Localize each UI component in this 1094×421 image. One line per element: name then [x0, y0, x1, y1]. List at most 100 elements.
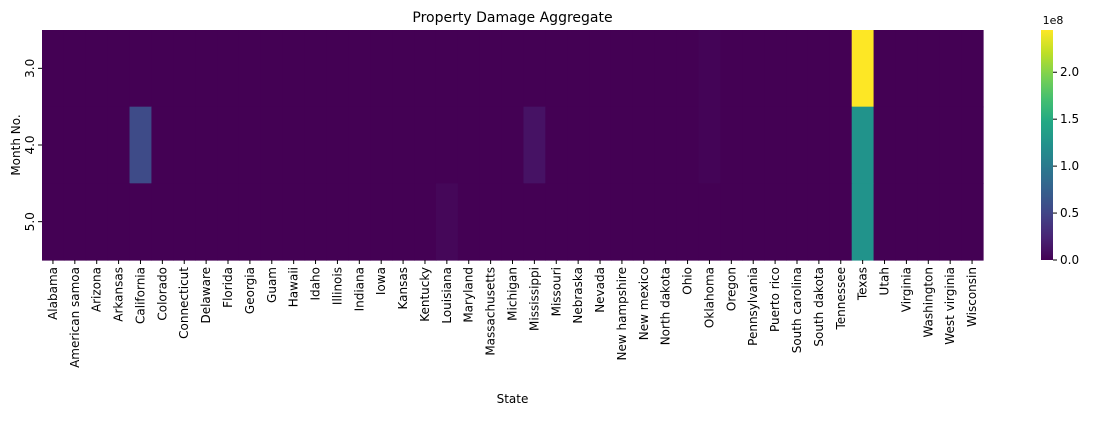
heatmap-cell — [282, 30, 306, 108]
heatmap-cell — [895, 30, 918, 108]
heatmap-cell — [939, 30, 962, 108]
heatmap-cell — [414, 106, 437, 184]
heatmap-cell — [851, 30, 875, 108]
heatmap-cell — [107, 183, 131, 261]
heatmap-cell — [895, 106, 918, 184]
x-tick-label: Pennsylvania — [746, 267, 760, 346]
x-tick-label: Kentucky — [418, 267, 432, 322]
heatmap-cell — [348, 30, 371, 108]
heatmap-cell — [457, 30, 481, 108]
heatmap-cell — [720, 30, 743, 108]
y-tick-label: 3.0 — [23, 59, 37, 78]
heatmap-cell — [63, 183, 87, 261]
heatmap-cell — [173, 106, 196, 184]
heatmap-cell — [151, 183, 174, 261]
heatmap-cell — [545, 30, 568, 108]
heatmap-cell — [457, 183, 481, 261]
heatmap-cell — [829, 30, 853, 108]
x-tick-label: American samoa — [68, 267, 82, 368]
x-tick-label: Iowa — [374, 267, 388, 295]
heatmap-cell — [698, 30, 721, 108]
heatmap-cell — [479, 106, 503, 184]
heatmap-cell — [392, 30, 415, 108]
x-tick-label: South dakota — [812, 267, 826, 347]
colorbar-tick-label: 0.0 — [1060, 253, 1079, 267]
heatmap-cell — [370, 30, 393, 108]
x-tick-label: New hampshire — [615, 267, 629, 361]
heatmap-cell — [873, 106, 897, 184]
heatmap-cell — [589, 30, 612, 108]
heatmap-cell — [238, 30, 262, 108]
x-tick-label: Arkansas — [112, 267, 126, 322]
heatmap-cell — [764, 30, 787, 108]
heatmap-cell — [370, 106, 393, 184]
heatmap-cell — [414, 183, 437, 261]
heatmap-cell — [304, 106, 328, 184]
heatmap-cell — [654, 183, 678, 261]
x-tick-label: Illinois — [330, 267, 344, 305]
heatmap-cell — [435, 30, 459, 108]
heatmap-cell — [917, 106, 940, 184]
x-tick-label: Delaware — [199, 267, 213, 324]
x-tick-label: Alabama — [46, 267, 60, 320]
heatmap-cell — [764, 106, 787, 184]
x-tick-label: Indiana — [352, 267, 366, 311]
heatmap-cell — [523, 106, 546, 184]
heatmap-cell — [107, 106, 131, 184]
heatmap-cell — [545, 106, 568, 184]
heatmap-cell — [720, 106, 743, 184]
heatmap-cell — [129, 30, 153, 108]
x-tick-label: Hawaii — [287, 267, 301, 307]
heatmap-cell — [567, 30, 590, 108]
x-tick-label: Kansas — [396, 267, 410, 309]
heatmap-cell — [63, 106, 87, 184]
heatmap-cell — [217, 30, 240, 108]
heatmap-cell — [545, 183, 568, 261]
x-tick-label: Arizona — [90, 267, 104, 312]
heatmap-cell — [42, 106, 65, 184]
heatmap-cell — [807, 183, 831, 261]
heatmap-cell — [326, 30, 349, 108]
heatmap-cell — [414, 30, 437, 108]
heatmap-cell — [786, 106, 809, 184]
x-tick-label: Virginia — [899, 267, 913, 312]
x-tick-label: Nebraska — [571, 267, 585, 324]
heatmap-cell — [917, 30, 940, 108]
heatmap-cell — [479, 30, 503, 108]
heatmap-cell — [961, 183, 984, 261]
heatmap-cell — [195, 183, 218, 261]
heatmap-cell — [151, 106, 174, 184]
colorbar — [1041, 30, 1053, 260]
y-axis-label: Month No. — [9, 114, 23, 175]
heatmap-cell — [939, 106, 962, 184]
x-tick-label: Connecticut — [177, 267, 191, 339]
heatmap-cell — [282, 106, 306, 184]
heatmap-cell — [676, 30, 700, 108]
heatmap-cell — [961, 30, 984, 108]
x-tick-label: South carolina — [790, 267, 804, 353]
heatmap-cell — [107, 30, 131, 108]
heatmap-cell — [129, 106, 153, 184]
heatmap-cell — [589, 183, 612, 261]
x-tick-label: Puerto rico — [768, 267, 782, 332]
heatmap-cell — [742, 106, 765, 184]
heatmap-cell — [326, 183, 349, 261]
y-tick-label: 4.0 — [23, 135, 37, 154]
heatmap-cell — [589, 106, 612, 184]
heatmap-cell — [348, 106, 371, 184]
x-tick-label: Guam — [265, 267, 279, 303]
colorbar-offset-label: 1e8 — [1043, 14, 1064, 27]
heatmap-cell — [392, 106, 415, 184]
heatmap-cell — [195, 30, 218, 108]
heatmap-cell — [501, 30, 525, 108]
heatmap-cell — [851, 106, 875, 184]
x-tick-label: Utah — [878, 267, 892, 295]
x-tick-label: Louisiana — [440, 267, 454, 324]
heatmap-cell — [610, 106, 634, 184]
heatmap-cell — [632, 30, 656, 108]
x-tick-label: Tennessee — [834, 267, 848, 331]
x-tick-label: New mexico — [637, 267, 651, 340]
heatmap-cell — [85, 183, 109, 261]
